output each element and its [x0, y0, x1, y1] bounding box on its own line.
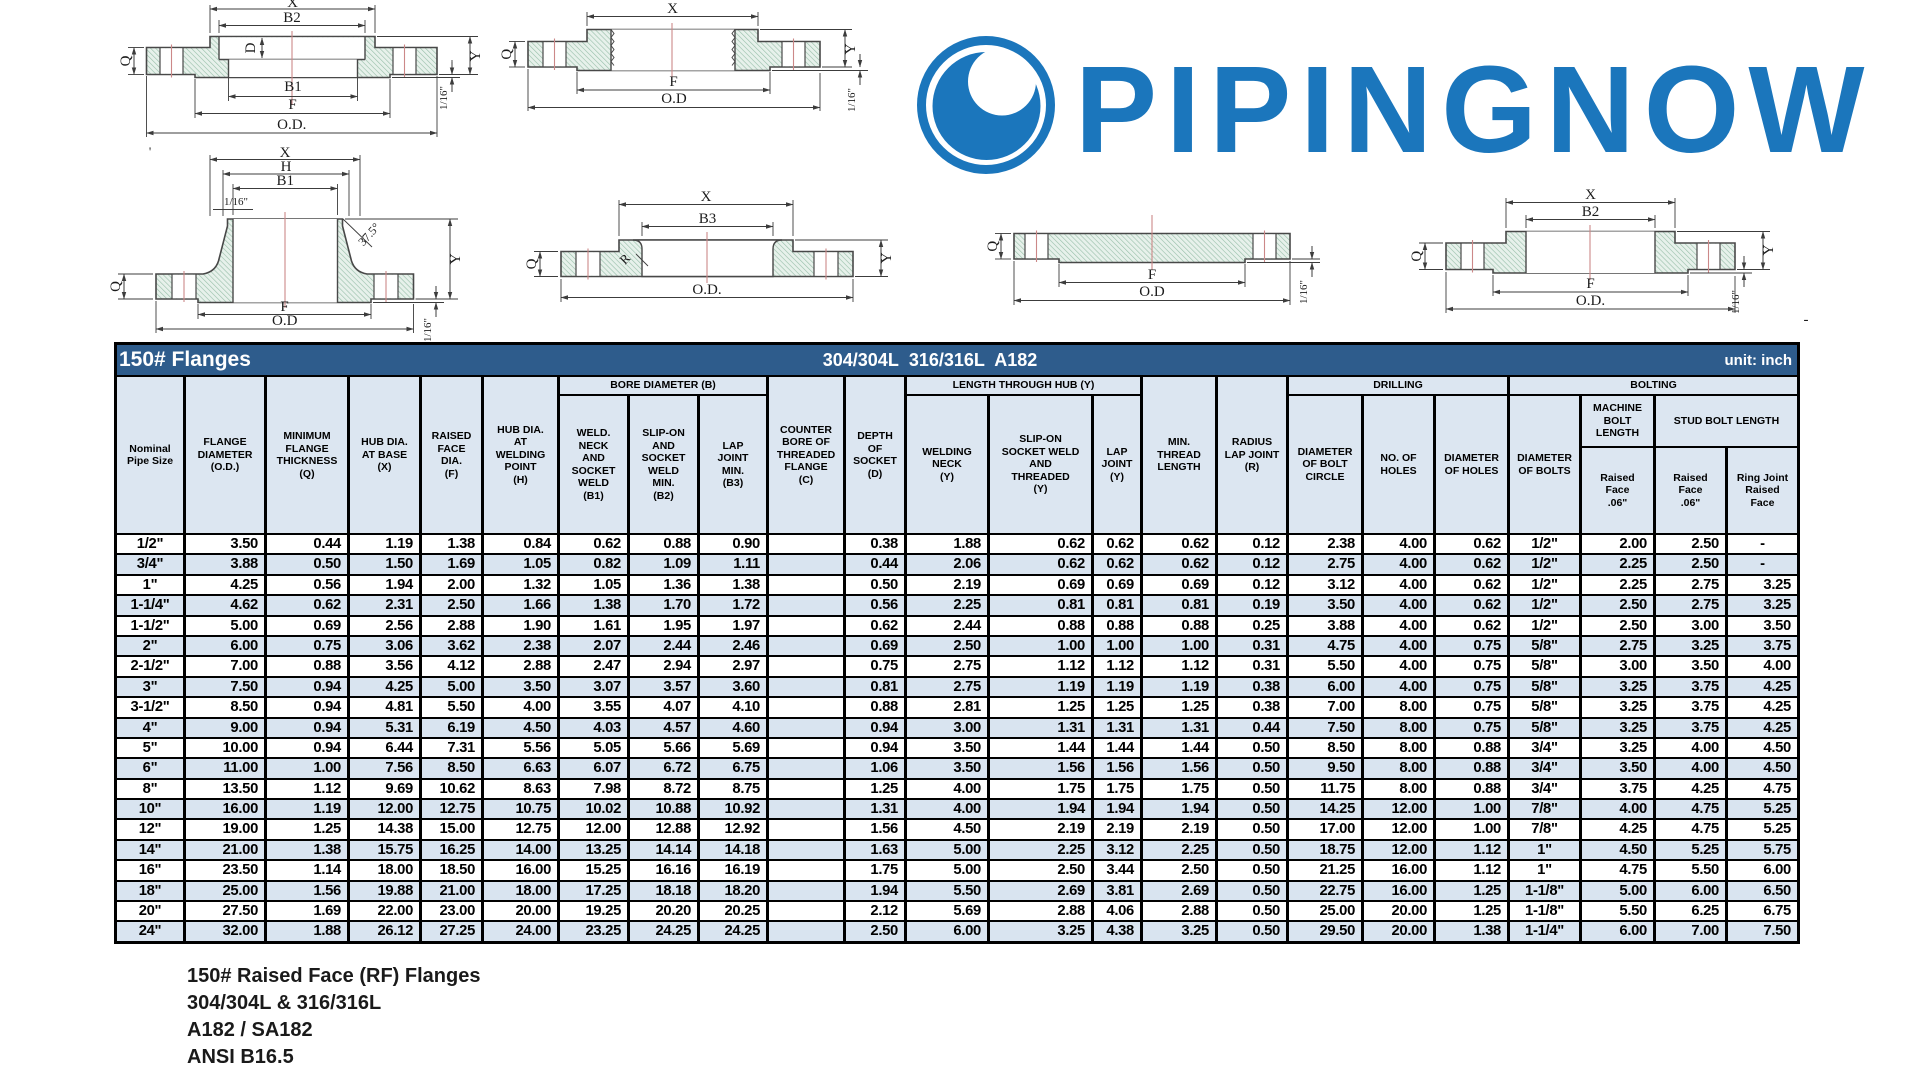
svg-text:': ' [149, 144, 151, 159]
svg-text:Y: Y [879, 252, 895, 263]
svg-text:F: F [1148, 267, 1156, 283]
svg-text:F: F [288, 97, 296, 113]
svg-text:1/16": 1/16" [224, 196, 248, 208]
svg-text:B2: B2 [283, 10, 301, 26]
svg-text:1/16": 1/16" [438, 86, 450, 110]
svg-text:B1: B1 [284, 79, 302, 95]
svg-text:O.D.: O.D. [1576, 293, 1605, 309]
svg-text:F: F [1586, 276, 1594, 292]
svg-text:F: F [669, 74, 677, 90]
svg-text:Y: Y [448, 253, 464, 264]
svg-text:O.D.: O.D. [692, 282, 721, 298]
svg-text:Q: Q [108, 281, 124, 292]
svg-text:X: X [701, 189, 712, 205]
svg-text:H: H [281, 159, 292, 175]
svg-text:X: X [667, 1, 678, 17]
svg-text:Y: Y [1761, 244, 1777, 255]
svg-text:O.D: O.D [661, 91, 687, 107]
svg-text:B1: B1 [276, 173, 294, 189]
svg-text:Y: Y [843, 43, 859, 54]
svg-text:B3: B3 [699, 211, 717, 227]
svg-text:O.D: O.D [1139, 284, 1165, 300]
svg-text:F: F [280, 299, 288, 315]
svg-text:Q: Q [499, 49, 515, 60]
svg-text:1/16": 1/16" [1730, 290, 1742, 314]
svg-text:1/16": 1/16" [422, 318, 434, 342]
svg-text:X: X [1585, 187, 1596, 203]
svg-text:X: X [287, 0, 298, 11]
svg-text:D: D [243, 42, 259, 53]
svg-text:1/16": 1/16" [1298, 280, 1310, 304]
svg-text:Y: Y [468, 50, 484, 61]
svg-text:O.D.: O.D. [277, 117, 306, 133]
svg-text:Q: Q [524, 258, 540, 269]
svg-text:Q: Q [1409, 251, 1425, 262]
svg-text:B2: B2 [1582, 204, 1600, 220]
svg-text:O.D: O.D [272, 313, 298, 329]
svg-text:1/16": 1/16" [846, 88, 858, 112]
svg-text:Q: Q [118, 55, 134, 66]
svg-text:Q: Q [985, 241, 1001, 252]
svg-text:PIPINGNOW: PIPINGNOW [1075, 42, 1874, 179]
svg-text:37.5°: 37.5° [355, 220, 383, 249]
svg-text:-: - [1804, 312, 1809, 328]
svg-text:X: X [280, 145, 291, 161]
